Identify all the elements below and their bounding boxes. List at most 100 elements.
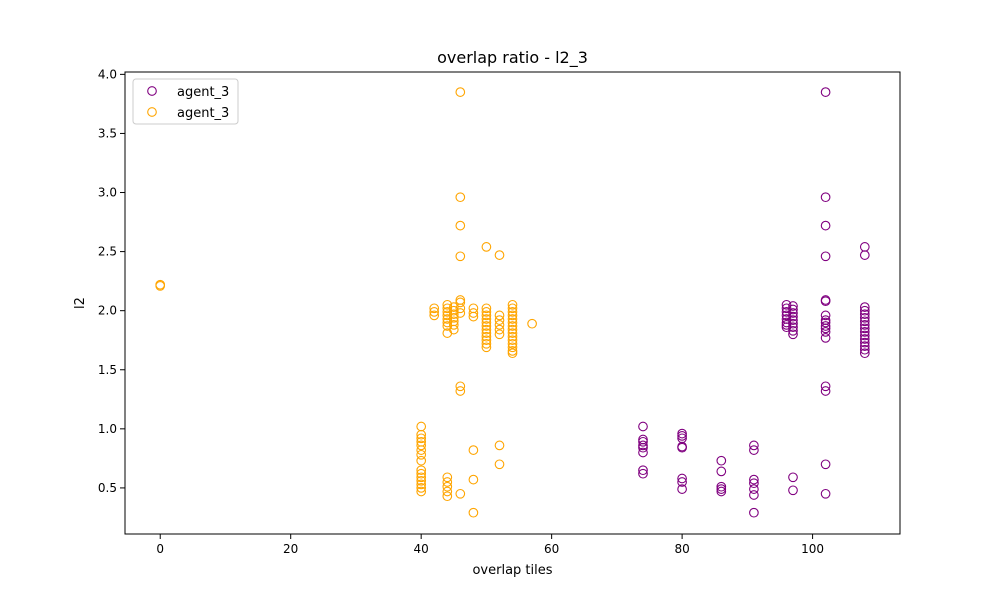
data-point-series-1 [788,308,798,318]
data-point-series-1 [638,465,648,476]
data-point-series-2 [442,477,453,487]
data-point-series-1 [820,192,831,203]
data-point-series-2 [448,324,459,335]
data-point-series-2 [442,314,453,324]
data-point-series-1 [820,251,831,262]
data-point-series-2 [416,486,427,497]
data-point-series-2 [416,472,427,483]
data-point-series-2 [448,320,459,330]
data-point-series-1 [859,250,870,260]
data-point-series-2 [416,429,427,440]
data-point-series-2 [507,317,518,328]
data-point-series-2 [481,307,492,317]
data-point-series-2 [416,468,427,479]
data-point-series-1 [638,442,648,453]
data-point-series-1 [716,484,727,494]
data-point-series-1 [749,440,759,451]
data-point-series-2 [416,465,427,476]
data-point-series-1 [820,323,831,334]
data-point-series-2 [481,314,492,324]
data-point-series-2 [442,310,453,321]
data-point-series-1 [716,466,727,477]
y-tick-label: 1.5 [98,363,117,377]
data-point-series-1 [859,320,870,330]
y-tick-label: 4.0 [98,67,117,81]
data-point-series-2 [481,324,492,335]
data-point-series-2 [429,303,440,314]
data-point-series-2 [448,309,459,320]
data-point-series-1 [788,329,798,340]
data-point-series-1 [638,447,648,458]
data-point-series-2 [527,318,537,329]
data-point-series-2 [155,281,166,291]
data-point-series-1 [638,436,648,447]
data-point-series-2 [468,311,479,322]
data-point-series-1 [638,440,648,451]
data-point-series-2 [481,328,492,338]
data-point-series-1 [859,348,870,359]
data-point-series-2 [494,310,505,321]
data-point-series-1 [677,428,687,439]
data-point-series-1 [820,220,831,231]
data-point-series-2 [507,299,518,310]
data-point-series-1 [859,334,870,344]
data-point-series-2 [442,303,453,314]
data-point-series-2 [442,472,453,483]
data-point-series-2 [468,308,479,318]
data-point-series-1 [859,341,870,351]
data-point-series-1 [781,310,792,321]
data-point-series-1 [859,337,870,348]
data-point-series-1 [677,477,687,487]
x-axis-label: overlap tiles [472,563,552,578]
data-point-series-2 [507,348,518,359]
data-point-series-1 [788,301,798,311]
data-point-series-2 [507,324,518,335]
y-axis-label: l2 [73,297,88,309]
data-point-series-2 [416,475,427,486]
data-point-series-2 [416,479,427,490]
data-point-series-1 [859,327,870,337]
data-point-series-2 [481,338,492,349]
data-point-series-2 [481,335,492,346]
data-point-series-1 [788,485,798,496]
y-tick-label: 0.5 [98,481,117,495]
data-point-series-2 [507,314,518,324]
legend-label: agent_3 [177,106,229,121]
data-point-series-1 [820,87,831,97]
data-point-series-1 [677,442,687,453]
data-point-series-1 [859,302,870,312]
data-point-series-2 [468,474,479,485]
data-point-series-1 [820,386,831,396]
data-point-series-2 [481,342,492,353]
legend-marker [147,107,157,117]
data-point-series-1 [781,317,792,328]
data-point-series-2 [494,250,505,260]
data-point-series-2 [442,491,453,502]
data-point-series-1 [788,472,798,483]
data-point-series-1 [820,321,831,331]
x-tick-label: 40 [414,542,429,556]
plot-frame [124,71,901,535]
data-point-series-1 [716,455,727,466]
data-point-series-2 [494,459,505,470]
data-point-series-2 [455,251,466,262]
data-point-series-1 [749,490,759,500]
data-point-series-1 [859,305,870,316]
data-point-series-2 [448,302,459,312]
data-point-series-2 [455,488,466,499]
data-point-series-2 [455,308,466,318]
y-tick-label: 1.0 [98,422,117,436]
data-point-series-2 [507,338,518,349]
data-point-series-2 [416,449,427,460]
x-axis-ticks: 0 20 40 60 80 100 [156,534,824,556]
data-point-series-1 [859,316,870,327]
data-point-series-1 [820,327,831,337]
data-point-series-1 [749,445,759,455]
data-point-series-1 [788,322,798,333]
data-point-series-2 [455,297,466,308]
data-point-series-2 [455,303,466,314]
data-point-series-1 [820,333,831,343]
data-point-series-2 [481,310,492,321]
data-point-series-1 [859,309,870,320]
